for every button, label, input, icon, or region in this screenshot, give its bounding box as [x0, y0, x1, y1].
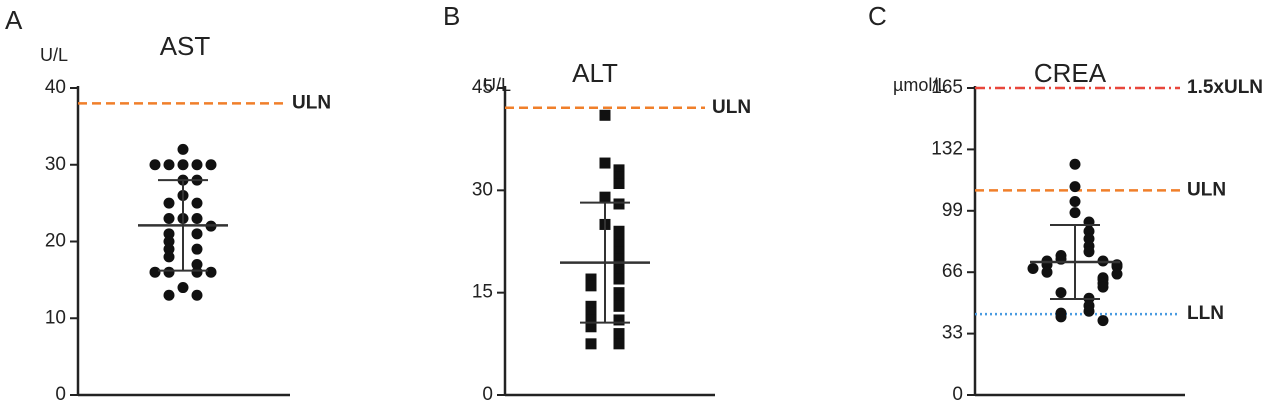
data-point: [163, 266, 175, 278]
data-point: [1069, 158, 1081, 170]
data-point: [613, 314, 625, 326]
reference-label: ULN: [1187, 179, 1226, 200]
data-point: [205, 266, 217, 278]
data-point: [149, 159, 161, 171]
data-point: [191, 159, 203, 171]
data-point: [613, 338, 625, 350]
y-tick-label: 33: [942, 323, 963, 344]
data-point: [1055, 287, 1067, 299]
data-point: [585, 300, 597, 312]
y-tick-label: 10: [45, 307, 66, 328]
data-point: [191, 259, 203, 271]
data-point: [177, 282, 189, 294]
y-tick-label: 0: [482, 384, 493, 405]
y-tick-label: 0: [55, 384, 66, 405]
y-tick-label: 99: [942, 200, 963, 221]
panel-letter: A: [5, 5, 23, 35]
data-point: [613, 253, 625, 265]
panel-letter: C: [868, 1, 887, 31]
y-tick-label: 165: [931, 77, 963, 98]
data-point: [613, 259, 625, 271]
data-point: [585, 338, 597, 350]
data-point: [191, 289, 203, 301]
data-point: [149, 266, 161, 278]
data-point: [613, 328, 625, 340]
data-point: [163, 243, 175, 255]
y-tick-label: 132: [931, 138, 963, 159]
data-point: [163, 289, 175, 301]
panel-letter: B: [443, 1, 460, 31]
y-tick-label: 66: [942, 261, 963, 282]
data-point: [191, 243, 203, 255]
data-point: [613, 164, 625, 176]
data-point: [613, 287, 625, 299]
data-point: [613, 300, 625, 312]
data-point: [613, 239, 625, 251]
data-point: [177, 159, 189, 171]
y-tick-label: 0: [952, 384, 963, 405]
reference-label: LLN: [1187, 303, 1224, 324]
data-point: [191, 266, 203, 278]
data-point: [205, 159, 217, 171]
data-point: [599, 157, 611, 169]
data-point: [585, 307, 597, 319]
reference-label: 1.5xULN: [1187, 77, 1263, 98]
data-point: [1069, 207, 1081, 219]
data-point: [613, 232, 625, 244]
data-point: [163, 212, 175, 224]
data-point: [1027, 262, 1039, 274]
data-point: [163, 159, 175, 171]
data-point: [191, 228, 203, 240]
axis-unit: µmol/L: [893, 75, 947, 95]
data-point: [613, 225, 625, 237]
data-point: [163, 251, 175, 263]
chart-title: AST: [160, 31, 211, 61]
data-point: [1111, 268, 1123, 280]
data-point: [585, 280, 597, 292]
data-point: [613, 273, 625, 285]
data-point: [163, 197, 175, 209]
data-point: [1083, 246, 1095, 258]
data-point: [1055, 311, 1067, 323]
data-point: [585, 321, 597, 333]
data-point: [1069, 195, 1081, 207]
data-point: [613, 246, 625, 258]
data-point: [191, 197, 203, 209]
data-point: [613, 178, 625, 190]
chart-title: CREA: [1034, 58, 1107, 88]
data-point: [1097, 315, 1109, 327]
data-point: [163, 228, 175, 240]
y-tick-label: 30: [45, 154, 66, 175]
data-point: [613, 266, 625, 278]
data-point: [585, 314, 597, 326]
data-point: [191, 212, 203, 224]
data-point: [177, 143, 189, 155]
reference-label: ULN: [712, 97, 751, 118]
y-tick-label: 45: [472, 77, 493, 98]
data-point: [1041, 266, 1053, 278]
chart-title: ALT: [572, 58, 618, 88]
data-point: [1097, 281, 1109, 293]
axis-unit: U/L: [40, 45, 68, 65]
data-point: [613, 293, 625, 305]
reference-label: ULN: [292, 92, 331, 113]
data-point: [1083, 305, 1095, 317]
y-tick-label: 20: [45, 231, 66, 252]
data-point: [163, 236, 175, 247]
data-point: [599, 191, 611, 203]
y-tick-label: 30: [472, 179, 493, 200]
data-point: [613, 171, 625, 183]
data-point: [613, 198, 625, 210]
y-tick-label: 15: [472, 282, 493, 303]
y-tick-label: 40: [45, 77, 66, 98]
data-point: [599, 109, 611, 121]
data-point: [585, 273, 597, 285]
data-point: [1069, 181, 1081, 193]
